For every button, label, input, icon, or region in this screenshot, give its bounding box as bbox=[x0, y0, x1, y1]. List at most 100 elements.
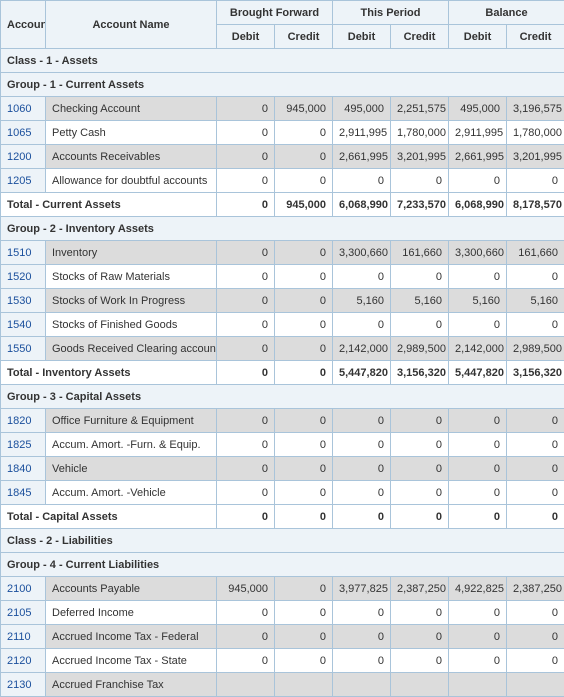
amount-cell bbox=[449, 673, 507, 697]
amount-cell: 0 bbox=[507, 481, 564, 505]
amount-cell: 495,000 bbox=[449, 97, 507, 121]
account-link[interactable]: 1825 bbox=[7, 439, 31, 451]
account-name-cell: Allowance for doubtful accounts bbox=[46, 169, 217, 193]
section-label: Class - 2 - Liabilities bbox=[1, 529, 564, 553]
account-link[interactable]: 1820 bbox=[7, 415, 31, 427]
amount-cell: 0 bbox=[449, 601, 507, 625]
account-link[interactable]: 1205 bbox=[7, 175, 31, 187]
amount-cell: 0 bbox=[217, 289, 275, 313]
total-row: Total - Inventory Assets005,447,8203,156… bbox=[1, 361, 564, 385]
account-link[interactable]: 2105 bbox=[7, 607, 31, 619]
amount-cell: 0 bbox=[275, 121, 333, 145]
table-row: 2100Accounts Payable945,00003,977,8252,3… bbox=[1, 577, 564, 601]
amount-cell: 0 bbox=[391, 601, 449, 625]
total-label: Total - Capital Assets bbox=[1, 505, 217, 529]
amount-cell: 2,911,995 bbox=[449, 121, 507, 145]
col-bf-credit: Credit bbox=[275, 25, 333, 49]
col-brought-forward: Brought Forward bbox=[217, 1, 333, 25]
account-link[interactable]: 2100 bbox=[7, 583, 31, 595]
total-value: 0 bbox=[449, 505, 507, 529]
account-link[interactable]: 2120 bbox=[7, 655, 31, 667]
account-code-cell: 1540 bbox=[1, 313, 46, 337]
col-bf-debit: Debit bbox=[217, 25, 275, 49]
col-bal-debit: Debit bbox=[449, 25, 507, 49]
amount-cell: 0 bbox=[449, 481, 507, 505]
account-link[interactable]: 2110 bbox=[7, 631, 31, 643]
amount-cell: 0 bbox=[333, 625, 391, 649]
total-value: 6,068,990 bbox=[333, 193, 391, 217]
amount-cell: 2,661,995 bbox=[333, 145, 391, 169]
amount-cell: 0 bbox=[275, 481, 333, 505]
account-link[interactable]: 1520 bbox=[7, 271, 31, 283]
account-link[interactable]: 1060 bbox=[7, 103, 31, 115]
col-account: Account bbox=[1, 1, 46, 49]
section-label: Class - 1 - Assets bbox=[1, 49, 564, 73]
amount-cell: 0 bbox=[507, 457, 564, 481]
account-code-cell: 2105 bbox=[1, 601, 46, 625]
account-name-cell: Accum. Amort. -Furn. & Equip. bbox=[46, 433, 217, 457]
amount-cell: 0 bbox=[449, 649, 507, 673]
amount-cell: 0 bbox=[449, 265, 507, 289]
amount-cell: 0 bbox=[507, 169, 564, 193]
table-row: 1065Petty Cash002,911,9951,780,0002,911,… bbox=[1, 121, 564, 145]
amount-cell: 2,387,250 bbox=[507, 577, 564, 601]
amount-cell: 0 bbox=[507, 265, 564, 289]
account-name-cell: Accrued Income Tax - Federal bbox=[46, 625, 217, 649]
account-name-cell: Stocks of Work In Progress bbox=[46, 289, 217, 313]
amount-cell: 2,251,575 bbox=[391, 97, 449, 121]
amount-cell: 0 bbox=[217, 625, 275, 649]
amount-cell: 0 bbox=[507, 601, 564, 625]
amount-cell: 3,201,995 bbox=[507, 145, 564, 169]
amount-cell: 0 bbox=[217, 649, 275, 673]
amount-cell: 0 bbox=[333, 649, 391, 673]
amount-cell: 0 bbox=[217, 169, 275, 193]
amount-cell: 945,000 bbox=[275, 97, 333, 121]
trial-balance-table: Account Account Name Brought Forward Thi… bbox=[0, 0, 564, 697]
account-code-cell: 1820 bbox=[1, 409, 46, 433]
section-header: Group - 4 - Current Liabilities bbox=[1, 553, 564, 577]
account-link[interactable]: 1550 bbox=[7, 343, 31, 355]
table-body: Class - 1 - AssetsGroup - 1 - Current As… bbox=[1, 49, 564, 697]
total-row: Total - Current Assets0945,0006,068,9907… bbox=[1, 193, 564, 217]
account-code-cell: 1530 bbox=[1, 289, 46, 313]
amount-cell bbox=[507, 673, 564, 697]
amount-cell: 0 bbox=[275, 241, 333, 265]
account-code-cell: 1200 bbox=[1, 145, 46, 169]
account-name-cell: Accounts Payable bbox=[46, 577, 217, 601]
account-name-cell: Accrued Income Tax - State bbox=[46, 649, 217, 673]
section-header: Class - 2 - Liabilities bbox=[1, 529, 564, 553]
amount-cell: 0 bbox=[507, 409, 564, 433]
account-link[interactable]: 2130 bbox=[7, 679, 31, 691]
amount-cell: 161,660 bbox=[391, 241, 449, 265]
account-link[interactable]: 1510 bbox=[7, 247, 31, 259]
total-value: 0 bbox=[217, 361, 275, 385]
table-row: 1825Accum. Amort. -Furn. & Equip.000000 bbox=[1, 433, 564, 457]
total-value: 7,233,570 bbox=[391, 193, 449, 217]
section-label: Group - 1 - Current Assets bbox=[1, 73, 564, 97]
amount-cell: 0 bbox=[449, 169, 507, 193]
amount-cell: 0 bbox=[217, 97, 275, 121]
table-row: 1520Stocks of Raw Materials000000 bbox=[1, 265, 564, 289]
account-name-cell: Office Furniture & Equipment bbox=[46, 409, 217, 433]
amount-cell: 0 bbox=[217, 409, 275, 433]
amount-cell: 1,780,000 bbox=[391, 121, 449, 145]
account-link[interactable]: 1065 bbox=[7, 127, 31, 139]
amount-cell: 0 bbox=[275, 409, 333, 433]
section-header: Group - 1 - Current Assets bbox=[1, 73, 564, 97]
account-link[interactable]: 1540 bbox=[7, 319, 31, 331]
table-row: 1540Stocks of Finished Goods000000 bbox=[1, 313, 564, 337]
amount-cell: 1,780,000 bbox=[507, 121, 564, 145]
amount-cell: 3,201,995 bbox=[391, 145, 449, 169]
account-link[interactable]: 1200 bbox=[7, 151, 31, 163]
account-name-cell: Checking Account bbox=[46, 97, 217, 121]
amount-cell: 0 bbox=[391, 625, 449, 649]
amount-cell: 0 bbox=[275, 145, 333, 169]
table-row: 2120Accrued Income Tax - State000000 bbox=[1, 649, 564, 673]
account-link[interactable]: 1530 bbox=[7, 295, 31, 307]
account-name-cell: Stocks of Finished Goods bbox=[46, 313, 217, 337]
total-value: 0 bbox=[217, 505, 275, 529]
account-link[interactable]: 1840 bbox=[7, 463, 31, 475]
account-link[interactable]: 1845 bbox=[7, 487, 31, 499]
total-value: 0 bbox=[217, 193, 275, 217]
amount-cell: 0 bbox=[507, 313, 564, 337]
